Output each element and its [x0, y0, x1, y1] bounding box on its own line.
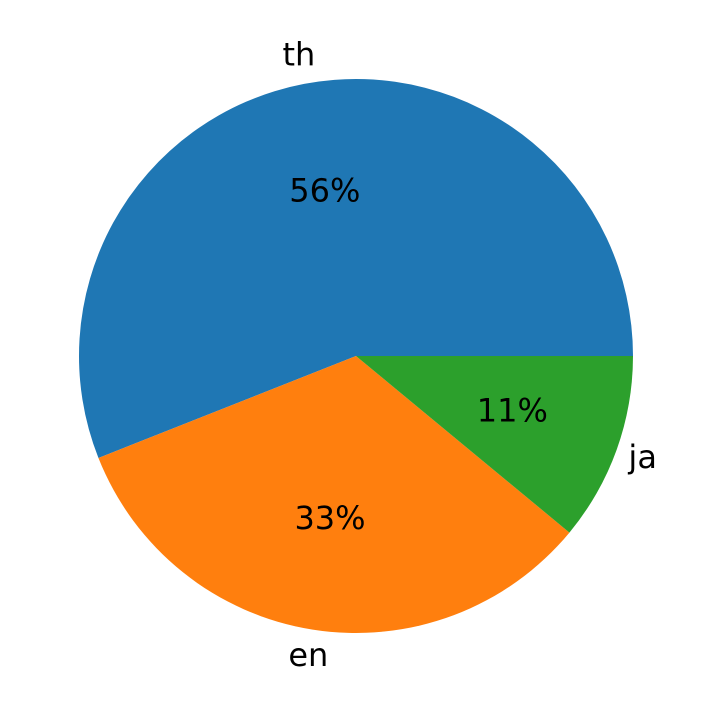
slice-label: en: [288, 636, 328, 674]
slice-label: th: [282, 36, 315, 74]
slice-label: ja: [627, 438, 657, 476]
pie-slice: [98, 356, 570, 634]
pie-slice: [78, 78, 634, 458]
value-label: 56%: [289, 172, 360, 210]
pie-slice: [356, 356, 633, 533]
value-label: 11%: [477, 391, 548, 429]
value-label: 33%: [294, 499, 365, 537]
